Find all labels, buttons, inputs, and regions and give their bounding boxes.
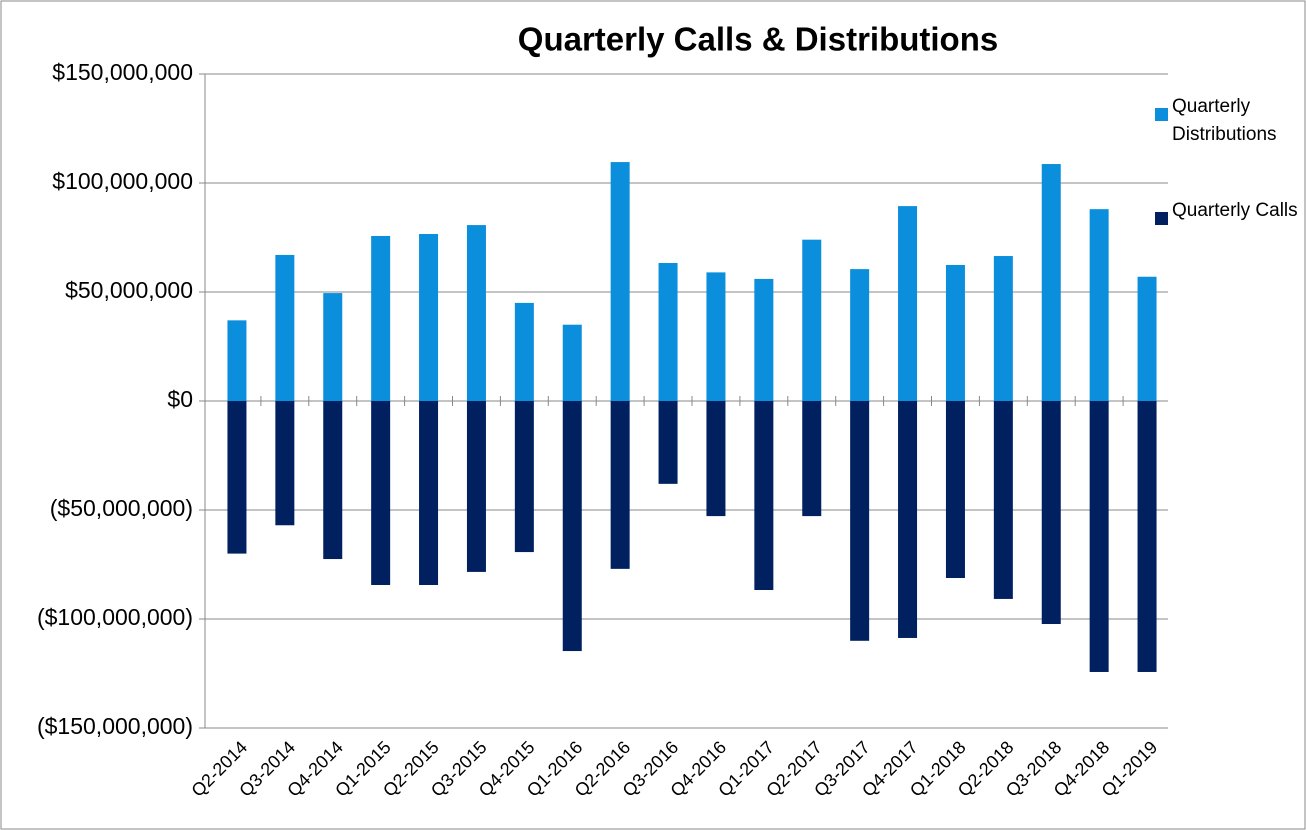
y-tick-label: ($100,000,000) [37, 604, 193, 630]
bar [802, 239, 822, 401]
bar [1137, 401, 1157, 672]
chart-title: Quarterly Calls & Distributions [518, 21, 998, 58]
bar [466, 401, 486, 572]
bar [658, 263, 678, 401]
bar [898, 206, 918, 401]
y-tick-label: $100,000,000 [52, 168, 193, 194]
bar [754, 401, 774, 591]
bar [850, 401, 870, 641]
bar [1041, 401, 1061, 625]
bar [514, 302, 534, 401]
bar [610, 401, 630, 569]
y-tick-label: ($150,000,000) [37, 713, 193, 739]
bar [850, 269, 870, 401]
bar [802, 401, 822, 517]
legend-label: Quarterly Calls [1172, 200, 1298, 221]
bar [754, 278, 774, 401]
legend-swatch [1155, 212, 1168, 225]
bar [227, 401, 247, 554]
bar [706, 401, 726, 517]
bar [706, 272, 726, 401]
bar [945, 401, 965, 579]
bar [562, 401, 582, 652]
bar [993, 401, 1013, 599]
bar [945, 264, 965, 401]
bar [562, 324, 582, 401]
legend-label: Quarterly Distributions [1172, 96, 1277, 145]
bar [275, 254, 295, 401]
bar [371, 235, 391, 401]
y-tick-label: $50,000,000 [65, 277, 193, 303]
bar [610, 162, 630, 401]
bar [419, 401, 439, 585]
bar [1089, 209, 1109, 401]
bar [227, 320, 247, 401]
y-tick-label: $0 [167, 386, 193, 412]
bar [323, 293, 343, 401]
bar [658, 401, 678, 484]
y-tick-label: ($50,000,000) [50, 495, 193, 521]
bar [514, 401, 534, 553]
legend-swatch [1155, 108, 1168, 121]
bar [993, 256, 1013, 401]
bar [466, 225, 486, 401]
bar [419, 234, 439, 401]
bar [323, 401, 343, 560]
bar [371, 401, 391, 585]
y-tick-label: $150,000,000 [52, 59, 193, 85]
bar [1089, 401, 1109, 672]
bar [1137, 276, 1157, 401]
bar [275, 401, 295, 526]
bar [898, 401, 918, 638]
bar [1041, 164, 1061, 401]
